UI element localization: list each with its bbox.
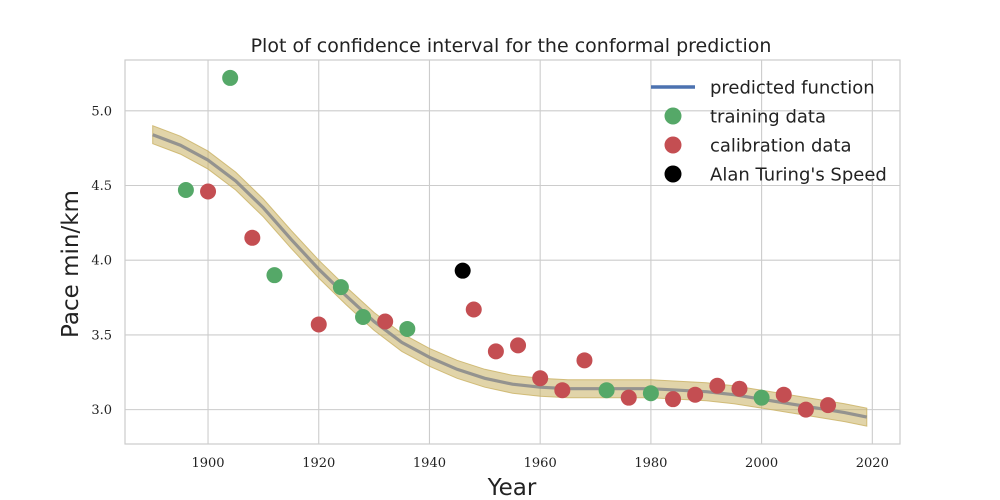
x-tick-label: 1900 — [191, 456, 224, 471]
y-tick-label: 4.5 — [91, 179, 112, 194]
calibration-data-point — [620, 389, 637, 406]
x-tick-label: 2000 — [745, 456, 778, 471]
chart-title: Plot of confidence interval for the conf… — [251, 35, 772, 57]
x-axis-ticks: 1900 1920 1940 1960 1980 2000 2020 — [191, 456, 888, 471]
predicted-function-line — [152, 133, 868, 419]
training-data-point — [355, 308, 372, 325]
y-tick-label: 4.0 — [91, 254, 112, 269]
plot-frame — [124, 59, 901, 445]
x-tick-label: 2020 — [856, 456, 889, 471]
training-data-point — [753, 389, 770, 406]
legend-label: Alan Turing's Speed — [710, 165, 887, 186]
calibration-data-point — [665, 391, 682, 408]
training-data-point — [399, 320, 416, 337]
calibration-data-point — [820, 397, 837, 414]
training-data-point — [642, 385, 659, 402]
training-data-point — [222, 69, 239, 86]
legend-label: training data — [710, 107, 826, 128]
x-tick-label: 1980 — [634, 456, 667, 471]
calibration-data-point — [775, 386, 792, 403]
legend: predicted function training data calibrati… — [651, 78, 887, 186]
alan-turing-s-speed-point — [454, 262, 471, 279]
legend-label: predicted function — [710, 78, 875, 99]
training-data-point — [332, 279, 349, 296]
calibration-data-point — [532, 370, 549, 387]
x-tick-label: 1940 — [413, 456, 446, 471]
y-axis-label: Pace min/km — [58, 190, 84, 338]
calibration-data-point — [797, 401, 814, 418]
y-tick-label: 3.0 — [91, 403, 112, 418]
legend-marker-swatch — [664, 107, 682, 125]
data-points — [177, 69, 837, 418]
legend-marker-swatch — [664, 136, 682, 154]
training-data-point — [266, 267, 283, 284]
prediction-lines — [152, 133, 868, 419]
calibration-data-point — [310, 316, 327, 333]
calibration-data-point — [510, 337, 527, 354]
y-tick-label: 5.0 — [91, 104, 112, 119]
calibration-data-point — [200, 183, 217, 200]
legend-label: calibration data — [710, 136, 852, 157]
calibration-data-point — [576, 352, 593, 369]
legend-marker-swatch — [664, 165, 682, 183]
calibration-data-point — [465, 301, 482, 318]
x-axis-label: Year — [487, 475, 537, 500]
calibration-data-point — [731, 380, 748, 397]
calibration-data-point — [244, 229, 261, 246]
training-data-point — [177, 181, 194, 198]
calibration-data-point — [709, 377, 726, 394]
x-tick-label: 1920 — [302, 456, 335, 471]
x-tick-label: 1960 — [524, 456, 557, 471]
training-data-point — [598, 382, 615, 399]
calibration-data-point — [687, 386, 704, 403]
y-axis-ticks: 3.0 3.5 4.0 4.5 5.0 — [91, 104, 112, 418]
calibration-data-point — [487, 343, 504, 360]
calibration-data-point — [377, 313, 394, 330]
calibration-data-point — [554, 382, 571, 399]
y-tick-label: 3.5 — [91, 328, 112, 343]
